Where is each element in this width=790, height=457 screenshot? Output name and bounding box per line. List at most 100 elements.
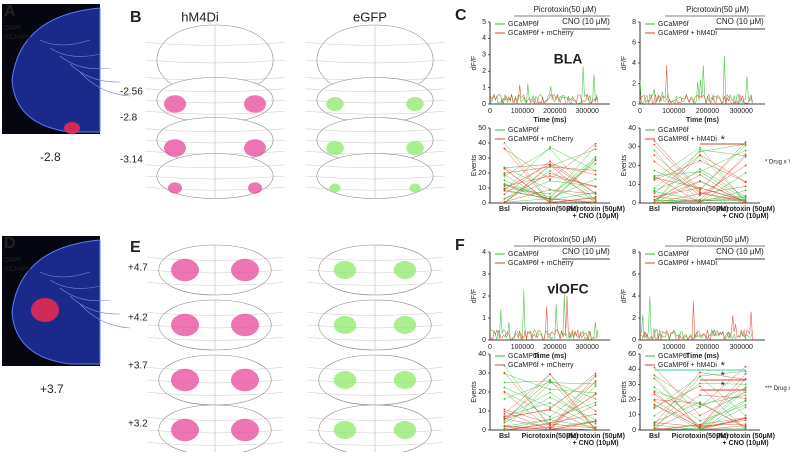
expression-area xyxy=(171,368,199,392)
label: 6 xyxy=(632,39,636,46)
event-dot xyxy=(549,163,551,166)
label: GCaMP6f xyxy=(508,127,539,134)
label: GCaMP6f + hM4Di xyxy=(658,30,717,37)
event-dot xyxy=(594,398,597,400)
event-dot xyxy=(653,403,656,406)
event-dot xyxy=(503,202,506,204)
label: 5 xyxy=(482,19,486,26)
event-dot xyxy=(699,187,701,189)
event-dot xyxy=(594,372,597,375)
event-dot xyxy=(699,385,701,388)
atlas-region xyxy=(305,139,445,144)
label: 0 xyxy=(638,344,642,351)
label: 200000 xyxy=(696,108,719,115)
event-dot xyxy=(503,428,506,431)
label: GCaMP6f + hM4Di xyxy=(658,260,717,267)
event-dot xyxy=(549,160,551,163)
event-dot xyxy=(744,144,747,147)
event-dot xyxy=(744,397,747,400)
event-dot xyxy=(503,421,506,424)
event-dot xyxy=(503,185,506,188)
label: hM4Di xyxy=(181,9,219,24)
label: 300000 xyxy=(576,344,599,351)
atlas-region xyxy=(307,379,443,384)
label: 100000 xyxy=(511,108,534,115)
label: E xyxy=(130,239,141,256)
label: Picrotoxin(50 μM) xyxy=(686,235,749,244)
event-dot xyxy=(744,372,747,375)
expression-area xyxy=(171,418,199,442)
label: 0 xyxy=(632,200,636,207)
event-dot xyxy=(699,423,701,426)
expression-area xyxy=(333,261,357,279)
event-dot xyxy=(503,398,506,400)
label: 30 xyxy=(628,381,636,388)
label: Bsl xyxy=(499,433,510,440)
event-dot xyxy=(653,406,656,408)
event-dot xyxy=(594,199,597,202)
label: GCaMP6f xyxy=(658,21,689,28)
event-dot xyxy=(744,428,747,431)
label: 20 xyxy=(478,389,486,396)
event-dot xyxy=(653,143,656,146)
event-dot xyxy=(549,192,551,195)
event-dot xyxy=(653,386,656,389)
label: GCaMP6f xyxy=(658,353,689,360)
event-dot xyxy=(699,180,701,183)
expression-area xyxy=(164,95,186,113)
event-dot xyxy=(699,401,701,403)
atlas-region xyxy=(307,269,443,274)
atlas-region xyxy=(305,42,445,46)
event-dot xyxy=(549,201,551,204)
event-dot xyxy=(503,179,506,182)
event-dot xyxy=(699,188,701,191)
event-dot xyxy=(594,159,597,162)
label: DAPI xyxy=(4,257,20,264)
event-dot xyxy=(503,381,506,384)
atlas-region xyxy=(307,257,443,261)
label: 1 xyxy=(482,315,486,322)
label: -2.8 xyxy=(120,113,138,124)
event-dot xyxy=(744,180,747,183)
event-dot xyxy=(699,159,701,162)
event-dot xyxy=(594,196,597,199)
event-dot xyxy=(744,149,747,152)
event-dot xyxy=(744,185,747,188)
event-dot xyxy=(653,169,656,172)
brain-outline xyxy=(69,63,121,83)
event-dot xyxy=(594,185,597,188)
trace xyxy=(639,301,753,341)
event-dot xyxy=(653,421,656,423)
label: C xyxy=(455,7,467,24)
event-dot xyxy=(594,148,597,151)
label: Time (ms) xyxy=(534,353,567,360)
event-dot xyxy=(653,202,656,204)
event-dot xyxy=(549,391,551,394)
label: 50 xyxy=(478,125,486,132)
label: 0 xyxy=(488,108,492,115)
atlas-region xyxy=(305,187,445,191)
label: Picrotoxin (50μM) xyxy=(716,433,775,440)
atlas-region xyxy=(147,257,283,261)
label: 3 xyxy=(482,52,486,59)
label: dF/F xyxy=(621,289,628,303)
expression-spot xyxy=(31,298,59,322)
atlas-region xyxy=(147,379,283,384)
label: GCaMP6f + mCherry xyxy=(508,136,574,143)
label: GCaMP6f xyxy=(508,21,539,28)
event-dot xyxy=(653,190,656,193)
label: Picrotoxin (50μM) xyxy=(716,206,775,213)
label: dF/F xyxy=(471,289,478,303)
event-dot xyxy=(699,146,701,149)
event-dot xyxy=(653,195,656,198)
event-dot xyxy=(503,193,506,196)
trace xyxy=(489,296,599,341)
label: 0 xyxy=(482,337,486,344)
label: GCaMP6f xyxy=(508,353,539,360)
event-dot xyxy=(699,375,701,378)
atlas-region xyxy=(147,442,283,446)
label: Picrotoxin(50μM) xyxy=(522,206,579,213)
label: D xyxy=(4,235,16,252)
event-dot xyxy=(503,408,506,411)
event-dot xyxy=(594,422,597,425)
